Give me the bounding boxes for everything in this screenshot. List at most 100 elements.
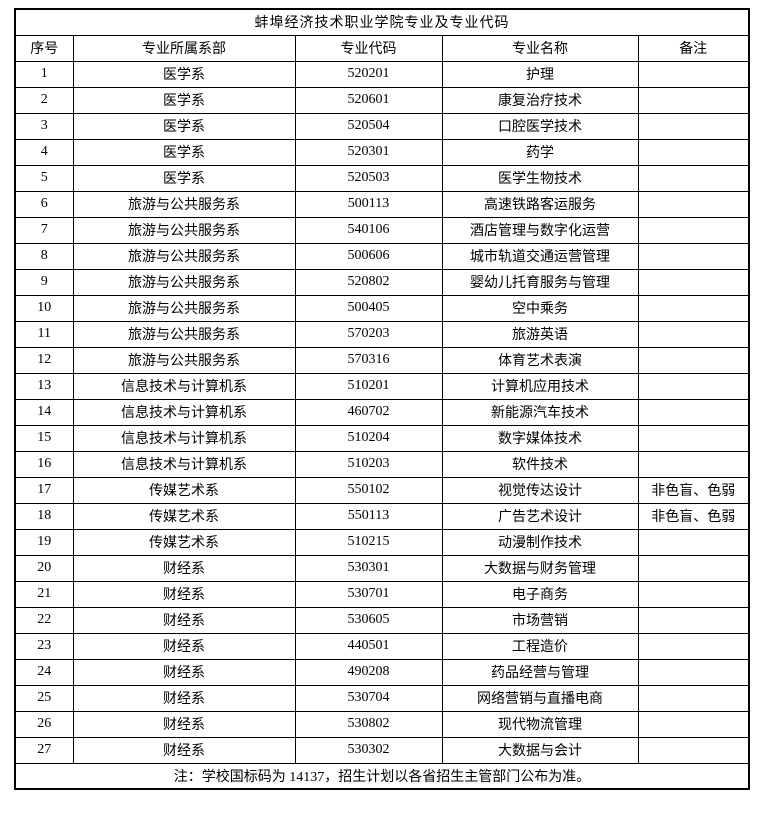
cell-no: 16 (14, 450, 74, 478)
cell-code: 530704 (294, 684, 443, 712)
cell-dept: 财经系 (72, 658, 296, 686)
cell-note (637, 424, 750, 452)
table-row: 25 财经系 530704 网络营销与直播电商 (14, 684, 750, 712)
cell-no: 3 (14, 112, 74, 140)
table-row: 6 旅游与公共服务系 500113 高速铁路客运服务 (14, 190, 750, 218)
cell-major: 空中乘务 (441, 294, 639, 322)
table-row: 11 旅游与公共服务系 570203 旅游英语 (14, 320, 750, 348)
cell-code: 510203 (294, 450, 443, 478)
table-row: 4 医学系 520301 药学 (14, 138, 750, 166)
cell-code: 510204 (294, 424, 443, 452)
cell-code: 530802 (294, 710, 443, 738)
cell-code: 520201 (294, 60, 443, 88)
cell-no: 25 (14, 684, 74, 712)
column-header-1: 专业所属系部 (72, 34, 296, 62)
cell-dept: 旅游与公共服务系 (72, 216, 296, 244)
cell-dept: 财经系 (72, 554, 296, 582)
cell-dept: 财经系 (72, 684, 296, 712)
cell-major: 医学生物技术 (441, 164, 639, 192)
cell-dept: 财经系 (72, 710, 296, 738)
cell-code: 520503 (294, 164, 443, 192)
column-header-2: 专业代码 (294, 34, 443, 62)
cell-major: 城市轨道交通运营管理 (441, 242, 639, 270)
cell-major: 药学 (441, 138, 639, 166)
table-row: 5 医学系 520503 医学生物技术 (14, 164, 750, 192)
cell-dept: 医学系 (72, 60, 296, 88)
cell-note (637, 684, 750, 712)
table-row: 23 财经系 440501 工程造价 (14, 632, 750, 660)
cell-dept: 财经系 (72, 736, 296, 764)
cell-major: 计算机应用技术 (441, 372, 639, 400)
cell-no: 8 (14, 242, 74, 270)
table-row: 13 信息技术与计算机系 510201 计算机应用技术 (14, 372, 750, 400)
table-row: 7 旅游与公共服务系 540106 酒店管理与数字化运营 (14, 216, 750, 244)
cell-major: 现代物流管理 (441, 710, 639, 738)
cell-no: 11 (14, 320, 74, 348)
cell-no: 26 (14, 710, 74, 738)
table-row: 15 信息技术与计算机系 510204 数字媒体技术 (14, 424, 750, 452)
cell-dept: 财经系 (72, 580, 296, 608)
table-row: 18 传媒艺术系 550113 广告艺术设计 非色盲、色弱 (14, 502, 750, 530)
footnote-row: 注：学校国标码为 14137，招生计划以各省招生主管部门公布为准。 (14, 762, 750, 790)
cell-no: 23 (14, 632, 74, 660)
cell-note (637, 710, 750, 738)
table-row: 16 信息技术与计算机系 510203 软件技术 (14, 450, 750, 478)
cell-dept: 信息技术与计算机系 (72, 398, 296, 426)
cell-code: 460702 (294, 398, 443, 426)
cell-code: 440501 (294, 632, 443, 660)
cell-code: 510215 (294, 528, 443, 556)
table-row: 24 财经系 490208 药品经营与管理 (14, 658, 750, 686)
cell-no: 9 (14, 268, 74, 296)
footnote: 注：学校国标码为 14137，招生计划以各省招生主管部门公布为准。 (14, 762, 750, 790)
column-header-4: 备注 (637, 34, 750, 62)
header-row: 序号 专业所属系部 专业代码 专业名称 备注 (14, 34, 750, 62)
cell-dept: 旅游与公共服务系 (72, 346, 296, 374)
cell-major: 旅游英语 (441, 320, 639, 348)
table-row: 20 财经系 530301 大数据与财务管理 (14, 554, 750, 582)
cell-dept: 传媒艺术系 (72, 502, 296, 530)
cell-code: 500405 (294, 294, 443, 322)
cell-code: 570203 (294, 320, 443, 348)
cell-note (637, 242, 750, 270)
cell-major: 口腔医学技术 (441, 112, 639, 140)
cell-code: 540106 (294, 216, 443, 244)
cell-note (637, 138, 750, 166)
cell-major: 软件技术 (441, 450, 639, 478)
cell-note (637, 398, 750, 426)
cell-major: 体育艺术表演 (441, 346, 639, 374)
table-row: 9 旅游与公共服务系 520802 婴幼儿托育服务与管理 (14, 268, 750, 296)
cell-dept: 医学系 (72, 164, 296, 192)
cell-major: 视觉传达设计 (441, 476, 639, 504)
cell-no: 24 (14, 658, 74, 686)
cell-note: 非色盲、色弱 (637, 476, 750, 504)
cell-note (637, 60, 750, 88)
cell-no: 17 (14, 476, 74, 504)
cell-dept: 医学系 (72, 86, 296, 114)
table-row: 21 财经系 530701 电子商务 (14, 580, 750, 608)
cell-code: 490208 (294, 658, 443, 686)
cell-dept: 旅游与公共服务系 (72, 190, 296, 218)
cell-dept: 旅游与公共服务系 (72, 242, 296, 270)
cell-major: 广告艺术设计 (441, 502, 639, 530)
cell-no: 10 (14, 294, 74, 322)
cell-note (637, 346, 750, 374)
cell-dept: 传媒艺术系 (72, 528, 296, 556)
table-row: 22 财经系 530605 市场营销 (14, 606, 750, 634)
cell-major: 护理 (441, 60, 639, 88)
cell-dept: 信息技术与计算机系 (72, 372, 296, 400)
cell-major: 网络营销与直播电商 (441, 684, 639, 712)
cell-major: 工程造价 (441, 632, 639, 660)
cell-no: 14 (14, 398, 74, 426)
cell-no: 27 (14, 736, 74, 764)
cell-no: 7 (14, 216, 74, 244)
cell-code: 520301 (294, 138, 443, 166)
cell-code: 520802 (294, 268, 443, 296)
cell-dept: 旅游与公共服务系 (72, 268, 296, 296)
cell-no: 2 (14, 86, 74, 114)
cell-dept: 信息技术与计算机系 (72, 450, 296, 478)
cell-major: 大数据与会计 (441, 736, 639, 764)
table-row: 27 财经系 530302 大数据与会计 (14, 736, 750, 764)
table-row: 17 传媒艺术系 550102 视觉传达设计 非色盲、色弱 (14, 476, 750, 504)
cell-dept: 医学系 (72, 138, 296, 166)
